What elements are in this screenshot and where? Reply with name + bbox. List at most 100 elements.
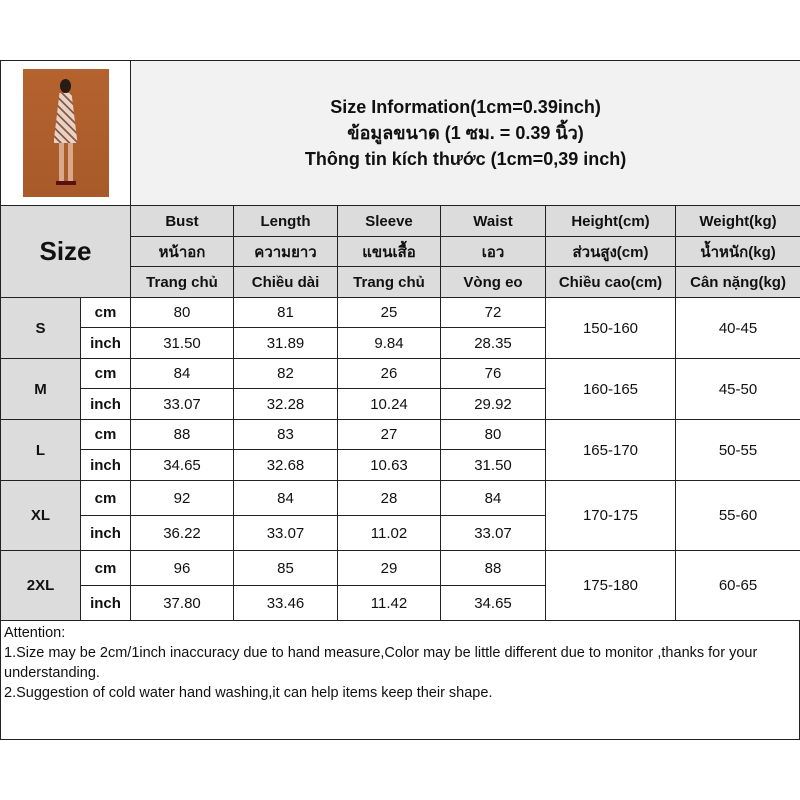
unit-label: inch bbox=[80, 327, 131, 359]
table-row: inch 36.22 33.07 11.02 33.07 bbox=[1, 515, 800, 551]
column-header: Weight(kg) bbox=[674, 205, 800, 237]
title-en: Size Information(1cm=0.39inch) bbox=[330, 97, 601, 117]
weight-cell: 40-45 bbox=[674, 297, 800, 359]
size-header: Size bbox=[0, 205, 131, 298]
height-cell: 150-160 bbox=[545, 297, 676, 359]
unit-label: cm bbox=[80, 297, 131, 328]
value-cell: 88 bbox=[440, 550, 546, 586]
column-header: ความยาว bbox=[233, 236, 338, 267]
value-cell: 81 bbox=[233, 297, 338, 328]
value-cell: 10.24 bbox=[337, 388, 441, 420]
value-cell: 31.50 bbox=[440, 449, 546, 481]
unit-label: cm bbox=[80, 480, 131, 516]
weight-cell: 55-60 bbox=[674, 480, 800, 551]
value-cell: 84 bbox=[130, 358, 234, 389]
height-cell: 175-180 bbox=[545, 550, 676, 621]
value-cell: 31.50 bbox=[130, 327, 234, 359]
column-header: หน้าอก bbox=[130, 236, 234, 267]
unit-label: cm bbox=[80, 419, 131, 450]
product-photo bbox=[22, 69, 109, 197]
column-header: Bust bbox=[130, 205, 234, 237]
size-chart: Size Information(1cm=0.39inch) ข้อมูลขนา… bbox=[0, 60, 800, 740]
weight-cell: 60-65 bbox=[674, 550, 800, 621]
weight-cell: 50-55 bbox=[674, 419, 800, 481]
unit-label: inch bbox=[80, 388, 131, 420]
attention-line-2: 2.Suggestion of cold water hand washing,… bbox=[4, 685, 493, 701]
weight-cell: 45-50 bbox=[674, 358, 800, 420]
height-cell: 165-170 bbox=[545, 419, 676, 481]
attention-note: Attention: 1.Size may be 2cm/1inch inacc… bbox=[0, 620, 800, 740]
value-cell: 31.89 bbox=[233, 327, 338, 359]
unit-label: inch bbox=[80, 515, 131, 551]
size-label: L bbox=[0, 419, 81, 481]
value-cell: 32.68 bbox=[233, 449, 338, 481]
value-cell: 76 bbox=[440, 358, 546, 389]
value-cell: 28 bbox=[337, 480, 441, 516]
height-cell: 170-175 bbox=[545, 480, 676, 551]
value-cell: 10.63 bbox=[337, 449, 441, 481]
size-table: Size Information(1cm=0.39inch) ข้อมูลขนา… bbox=[0, 60, 800, 621]
value-cell: 33.46 bbox=[233, 585, 338, 621]
attention-heading: Attention: bbox=[4, 625, 66, 641]
value-cell: 29 bbox=[337, 550, 441, 586]
value-cell: 88 bbox=[130, 419, 234, 450]
size-label: S bbox=[0, 297, 81, 359]
value-cell: 33.07 bbox=[440, 515, 546, 551]
value-cell: 33.07 bbox=[130, 388, 234, 420]
value-cell: 80 bbox=[440, 419, 546, 450]
column-header: Trang chủ bbox=[130, 266, 234, 298]
height-cell: 160-165 bbox=[545, 358, 676, 420]
table-row: inch 37.80 33.46 11.42 34.65 bbox=[1, 585, 800, 621]
column-header: Chiều dài bbox=[233, 266, 338, 298]
value-cell: 80 bbox=[130, 297, 234, 328]
value-cell: 11.02 bbox=[337, 515, 441, 551]
attention-table: Attention: 1.Size may be 2cm/1inch inacc… bbox=[0, 620, 800, 740]
value-cell: 84 bbox=[440, 480, 546, 516]
size-label: M bbox=[0, 358, 81, 420]
attention-line-1: 1.Size may be 2cm/1inch inaccuracy due t… bbox=[4, 645, 758, 681]
column-header: ส่วนสูง(cm) bbox=[545, 236, 676, 267]
value-cell: 28.35 bbox=[440, 327, 546, 359]
column-header: Trang chủ bbox=[337, 266, 441, 298]
value-cell: 9.84 bbox=[337, 327, 441, 359]
table-row: inch 34.65 32.68 10.63 31.50 bbox=[1, 449, 800, 481]
value-cell: 34.65 bbox=[440, 585, 546, 621]
column-header: Cân nặng(kg) bbox=[674, 266, 800, 298]
column-header: Chiều cao(cm) bbox=[545, 266, 676, 298]
title-vi: Thông tin kích thước (1cm=0,39 inch) bbox=[304, 149, 627, 169]
column-header: Height(cm) bbox=[545, 205, 676, 237]
value-cell: 34.65 bbox=[130, 449, 234, 481]
title-th: ข้อมูลขนาด (1 ซม. = 0.39 นิ้ว) bbox=[347, 123, 584, 143]
value-cell: 72 bbox=[440, 297, 546, 328]
value-cell: 29.92 bbox=[440, 388, 546, 420]
value-cell: 36.22 bbox=[130, 515, 234, 551]
column-header: น้ำหนัก(kg) bbox=[674, 236, 800, 267]
value-cell: 33.07 bbox=[233, 515, 338, 551]
unit-label: cm bbox=[80, 358, 131, 389]
value-cell: 82 bbox=[233, 358, 338, 389]
value-cell: 85 bbox=[233, 550, 338, 586]
column-header: Length bbox=[233, 205, 338, 237]
title-cell: Size Information(1cm=0.39inch) ข้อมูลขนา… bbox=[129, 60, 800, 206]
product-photo-cell bbox=[0, 60, 131, 206]
value-cell: 96 bbox=[130, 550, 234, 586]
unit-label: cm bbox=[80, 550, 131, 586]
unit-label: inch bbox=[80, 449, 131, 481]
size-label: XL bbox=[0, 480, 81, 551]
size-label: 2XL bbox=[0, 550, 81, 621]
value-cell: 32.28 bbox=[233, 388, 338, 420]
column-header: Waist bbox=[440, 205, 546, 237]
value-cell: 27 bbox=[337, 419, 441, 450]
column-header: Sleeve bbox=[337, 205, 441, 237]
table-row: 2XL cm 96 85 29 88 175-180 60-65 bbox=[0, 550, 800, 621]
value-cell: 84 bbox=[233, 480, 338, 516]
unit-label: inch bbox=[80, 585, 131, 621]
value-cell: 11.42 bbox=[337, 585, 441, 621]
column-header: Vòng eo bbox=[440, 266, 546, 298]
column-header: เอว bbox=[440, 236, 546, 267]
value-cell: 83 bbox=[233, 419, 338, 450]
table-row: XL cm 92 84 28 84 170-175 55-60 bbox=[0, 480, 800, 551]
